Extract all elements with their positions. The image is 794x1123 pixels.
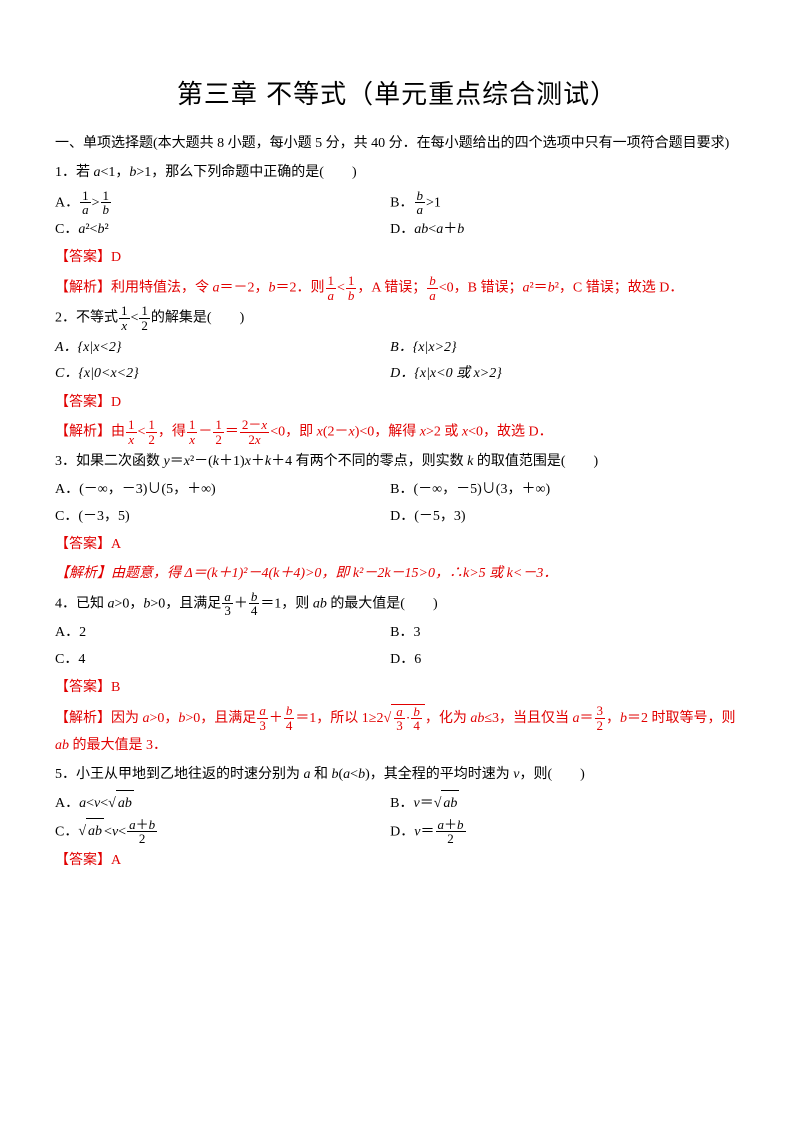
q2-answer: 【答案】D: [55, 390, 739, 417]
q3-options-row1: A．(－∞，－3)∪(5，＋∞)B．(－∞，－5)∪(3，＋∞): [55, 477, 739, 504]
q2-options-row2: C．{x|0<x<2} D．{x|x<0 或 x>2}: [55, 361, 739, 388]
q1-options-row2: C．a²<b² D．ab<a＋b: [55, 217, 739, 244]
q4-options-row2: C．4D．6: [55, 647, 739, 674]
q4-options-row1: A．2B．3: [55, 620, 739, 647]
q5-stem: 5．小王从甲地到乙地往返的时速分别为 a 和 b(a<b)，其全程的平均时速为 …: [55, 762, 739, 789]
q4-answer: 【答案】B: [55, 675, 739, 702]
q5-answer: 【答案】A: [55, 848, 739, 875]
q3-solution: 【解析】由题意，得 Δ＝(k＋1)²－4(k＋4)>0，即 k²－2k－15>0…: [55, 561, 739, 588]
q4-stem: 4．已知 a>0，b>0，且满足a3＋b4＝1，则 ab 的最大值是( ): [55, 590, 739, 618]
section-header: 一、单项选择题(本大题共 8 小题，每小题 5 分，共 40 分．在每小题给出的…: [55, 131, 739, 158]
q5-options-row1: A．a<v<ab B．v＝ab: [55, 790, 739, 818]
q1-solution: 【解析】利用特值法，令 a＝－2，b＝2．则1a<1b，A 错误；ba<0，B …: [55, 274, 739, 302]
q5-options-row2: C．ab<v<a＋b2 D．v＝a＋b2: [55, 818, 739, 846]
q4-solution: 【解析】因为 a>0，b>0，且满足a3＋b4＝1，所以 1≥2a3·b4，化为…: [55, 704, 739, 760]
q1-options-row1: A．1a>1b B．ba>1: [55, 189, 739, 217]
q3-options-row2: C．(－3，5)D．(－5，3): [55, 504, 739, 531]
q2-stem: 2．不等式1x<12的解集是( ): [55, 304, 739, 332]
q1-answer: 【答案】D: [55, 245, 739, 272]
q2-options-row1: A．{x|x<2} B．{x|x>2}: [55, 335, 739, 362]
q2-solution: 【解析】由1x<12，得1x－12＝2－x2x<0，即 x(2－x)<0，解得 …: [55, 418, 739, 446]
q3-stem: 3．如果二次函数 y＝x²－(k＋1)x＋k＋4 有两个不同的零点，则实数 k …: [55, 449, 739, 476]
page-title: 第三章 不等式（单元重点综合测试）: [55, 70, 739, 119]
q1-stem: 1．若 a<1，b>1，那么下列命题中正确的是( ): [55, 160, 739, 187]
q3-answer: 【答案】A: [55, 532, 739, 559]
